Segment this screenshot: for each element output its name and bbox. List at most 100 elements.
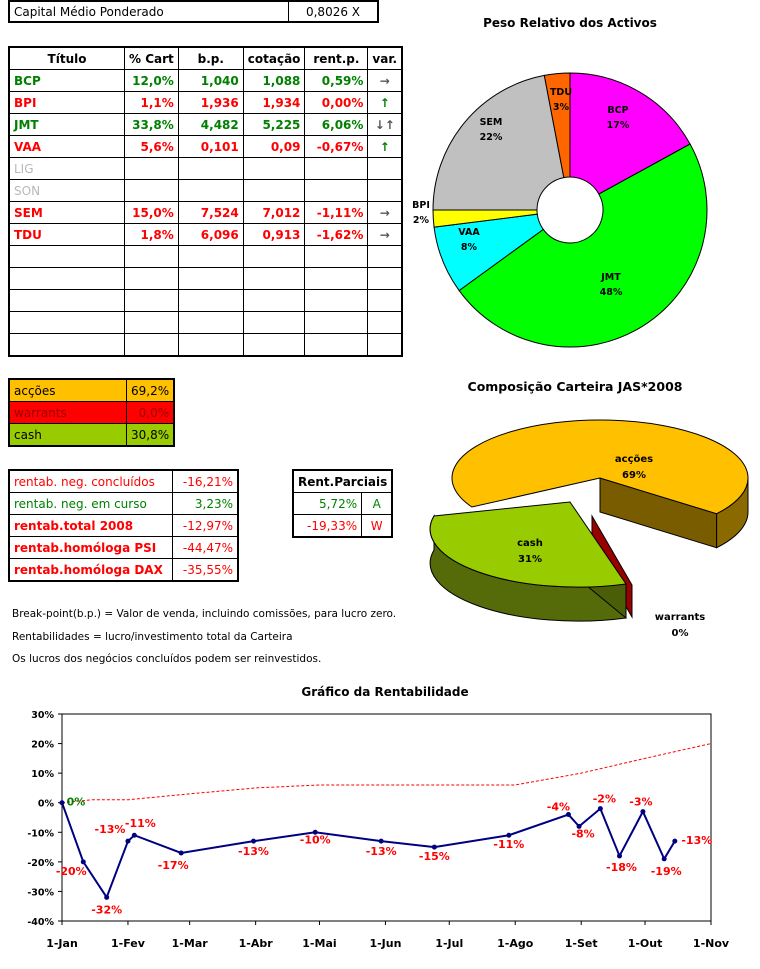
cell-rent [304,245,369,268]
table-row [8,333,403,357]
data-point [178,850,184,856]
y-tick-label: 20% [31,740,54,751]
data-point [104,894,110,900]
cell-titulo [8,267,125,290]
cell-cot [242,311,306,334]
parciais-row: -19,33% W [292,514,393,538]
rentab-value: -12,97% [172,514,239,537]
parciais-value: -19,33% [292,514,363,538]
pie3d-chart: Composição Carteira JAS*2008 acções 69% wa… [429,379,749,639]
data-label: -32% [91,903,122,916]
table-row: SEM 15,0% 7,524 7,012 -1,11% → [8,201,403,224]
data-point [125,838,131,844]
data-point [597,806,603,812]
cell-bp [177,311,244,334]
rentab-label: rentab.homóloga DAX [8,558,173,582]
cell-rent: 6,06% [304,113,369,136]
cell-rent [304,179,369,202]
cell-cot: 0,09 [242,135,306,158]
y-tick-label: -40% [27,917,54,928]
note-breakpoint: Break-point(b.p.) = Valor de venda, incl… [12,608,397,620]
donut-chart: Peso Relativo dos Activos BCP 17% JMT 48% VA… [412,16,708,348]
composition-value: 0,0% [126,401,175,424]
data-point [312,829,318,835]
table-row: SON [8,179,403,202]
data-label: -11% [493,838,524,851]
cell-cot: 1,934 [242,91,306,114]
x-tick-label: 1-Set [565,937,598,950]
cell-cot: 0,913 [242,223,306,246]
donut-label: VAA [458,227,480,238]
holdings-table: Título % Cart b.p. cotação rent.p. var. … [8,46,404,357]
data-point [378,838,384,844]
capital-label: Capital Médio Ponderado [8,0,289,23]
data-point [565,812,571,818]
donut-title: Peso Relativo dos Activos [483,16,657,30]
data-label: -18% [606,861,637,874]
table-row [8,245,403,268]
x-tick-label: 1-Mar [172,937,209,950]
composition-value: 69,2% [126,378,175,402]
rentab-row: rentab. neg. concluídos -16,21% [8,469,239,493]
y-tick-label: -30% [27,887,54,898]
donut-value-label: 17% [607,120,630,131]
data-label: -20% [56,865,87,878]
rentab-label: rentab. neg. em curso [8,492,173,515]
header-cotacao: cotação [242,46,306,70]
cell-bp [177,289,244,312]
parciais-tag: W [361,514,393,538]
data-label: -8% [571,827,594,840]
cell-bp [177,333,244,357]
cell-titulo: SON [8,179,125,202]
rentab-label: rentab.homóloga PSI [8,536,173,559]
cell-bp [177,245,244,268]
x-tick-label: 1-Jan [46,937,78,950]
data-label: -17% [158,859,189,872]
donut-slice-tdu [543,72,571,179]
cell-bp [177,157,244,180]
composition-label: warrants [8,401,127,424]
cell-bp: 1,936 [177,91,244,114]
cell-rent: 0,59% [304,69,369,92]
rentab-value: -44,47% [172,536,239,559]
donut-value-label: 22% [480,132,503,143]
data-point [131,832,137,838]
data-label: -10% [300,833,331,846]
donut-value-label: 2% [413,215,430,226]
cell-titulo: BPI [8,91,125,114]
cell-titulo: JMT [8,113,125,136]
data-label: -2% [593,793,616,806]
table-row: BCP 12,0% 1,040 1,088 0,59% → [8,69,403,92]
cell-cart [124,289,179,312]
cell-var [367,311,403,334]
cell-cart: 15,0% [124,201,179,224]
rentabilidade-line [61,802,676,900]
cell-var [367,333,403,357]
cell-cot: 1,088 [242,69,306,92]
data-point [506,832,512,838]
table-row [8,289,403,312]
pie3d-label: cash [517,538,543,549]
cell-titulo [8,245,125,268]
cell-cart: 1,1% [124,91,179,114]
table-row: TDU 1,8% 6,096 0,913 -1,62% → [8,223,403,246]
rentab-value: -35,55% [172,558,239,582]
pie3d-slice-acoes [451,419,749,515]
cell-rent [304,289,369,312]
data-label: -13% [366,845,397,858]
rentab-row: rentab.total 2008 -12,97% [8,514,239,537]
cell-cart: 12,0% [124,69,179,92]
data-point [661,856,667,862]
data-label: -3% [629,796,652,809]
cell-rent: -1,11% [304,201,369,224]
cell-cart [124,333,179,357]
cell-cart [124,245,179,268]
cell-titulo [8,289,125,312]
rentab-label: rentab. neg. concluídos [8,469,173,493]
donut-slice-sem [432,74,565,211]
cell-cot: 7,012 [242,201,306,224]
donut-label: SEM [480,117,503,128]
data-label: -15% [419,850,450,863]
y-tick-label: 0% [38,799,55,810]
y-tick-label: -10% [27,828,54,839]
